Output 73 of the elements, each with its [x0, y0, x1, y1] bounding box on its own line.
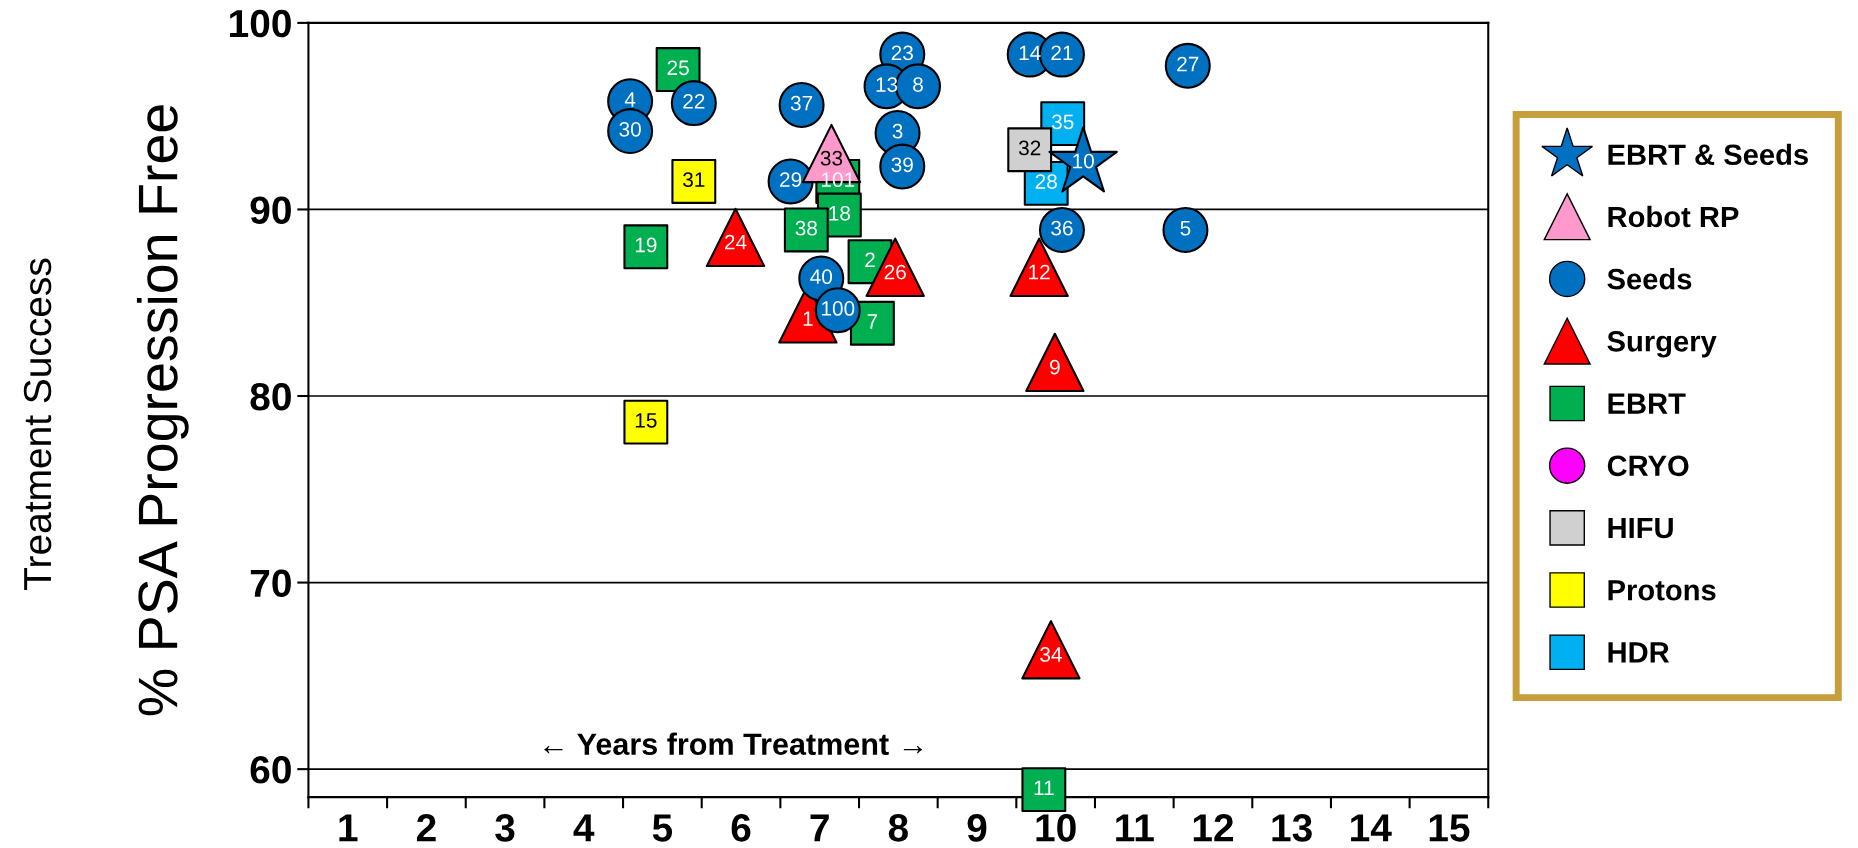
- annotation: 19: [635, 237, 657, 253]
- x-tick-label: 12: [1193, 814, 1234, 842]
- point: [1009, 237, 1069, 297]
- x-tick-label: 7: [810, 814, 829, 842]
- annotation: 37: [790, 95, 813, 111]
- legend-label: Surgery: [1607, 330, 1717, 358]
- x-tick-label: 14: [1351, 814, 1392, 842]
- annotation: 12: [1029, 264, 1050, 280]
- annotation: 27: [1177, 56, 1199, 72]
- legend-label: Seeds: [1607, 268, 1692, 290]
- x-tick-label: 2: [416, 814, 436, 842]
- annotation: 26: [884, 264, 906, 280]
- x-tick-label: 15: [1429, 814, 1470, 842]
- legend-label: Robot RP: [1608, 205, 1739, 228]
- point: [1025, 332, 1085, 393]
- y-tick-label: 100: [230, 9, 291, 38]
- legend-label: Protons: [1608, 580, 1716, 601]
- annotation: 32: [1018, 140, 1041, 156]
- x-tick-label: 11: [1116, 814, 1154, 842]
- x-tick-label: 4: [573, 814, 595, 842]
- annotation: 15: [635, 413, 657, 428]
- annotation: 10: [1073, 153, 1094, 169]
- legend-label: HDR: [1608, 642, 1670, 663]
- annotation: 22: [683, 93, 705, 109]
- point: [705, 207, 766, 268]
- annotation: 18: [829, 205, 851, 221]
- annotation: 40: [810, 269, 833, 285]
- annotation: 29: [780, 172, 802, 188]
- y-axis-title: % PSA Progression Free: [136, 105, 189, 716]
- text: Treatment Success: [23, 258, 52, 590]
- x-tick-label: 9: [967, 814, 987, 842]
- point: [1162, 206, 1209, 253]
- annotation: 34: [1040, 647, 1062, 662]
- annotation: 25: [667, 60, 689, 76]
- annotation: 30: [619, 121, 641, 137]
- x-tick-label: 10: [1036, 814, 1076, 842]
- annotation: 3: [892, 123, 903, 139]
- x-tick-label: 13: [1272, 814, 1312, 842]
- annotation: 5: [1180, 221, 1191, 236]
- annotation: 36: [1051, 220, 1073, 236]
- legend-label: EBRT: [1608, 393, 1686, 414]
- x-tick-label: 1: [339, 814, 358, 842]
- annotation: 24: [724, 234, 747, 250]
- annotation: 35: [1051, 114, 1074, 130]
- legend-label: EBRT & Seeds: [1608, 143, 1808, 166]
- annotation: 1: [803, 311, 813, 326]
- annotation: 39: [891, 157, 913, 173]
- point: [1021, 620, 1081, 680]
- annotation: 33: [820, 150, 843, 166]
- annotation: 4: [624, 92, 636, 107]
- y-tick-label: 80: [250, 382, 291, 411]
- point: [895, 63, 942, 110]
- x-tick-label: 8: [888, 814, 908, 842]
- x-tick-label: 6: [731, 814, 751, 842]
- annotation: 23: [891, 45, 913, 61]
- annotation: 31: [683, 172, 705, 188]
- y-tick-label: 90: [250, 196, 291, 224]
- annotation: 38: [795, 220, 817, 236]
- legend-label: HIFU: [1608, 517, 1673, 539]
- annotation: 11: [1034, 780, 1054, 796]
- annotation: 2: [865, 252, 875, 268]
- annotation: 8: [913, 77, 923, 92]
- legend-label: CRYO: [1607, 455, 1689, 477]
- annotation: 9: [1050, 359, 1060, 375]
- x-tick-label: 5: [652, 814, 673, 842]
- annotation: 21: [1051, 45, 1073, 60]
- y-tick-label: 70: [250, 569, 291, 598]
- x-axis-title: ← Years from Treatment →: [544, 732, 922, 755]
- annotation: 7: [867, 314, 878, 329]
- y-tick-label: 60: [250, 756, 291, 784]
- x-tick-label: 3: [495, 814, 515, 842]
- annotation: 28: [1035, 174, 1057, 189]
- annotation: 100: [821, 301, 855, 316]
